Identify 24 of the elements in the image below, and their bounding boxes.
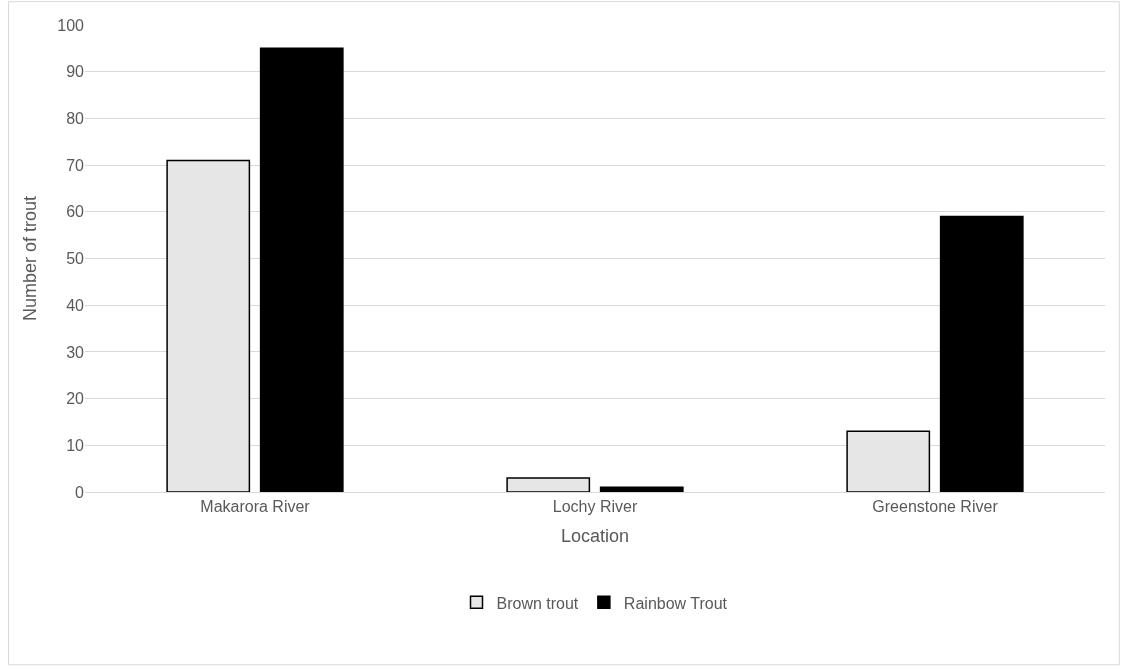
y-tick-label: 70 (66, 156, 85, 174)
y-tick-label: 0 (75, 483, 85, 501)
x-tick-label: Makarora River (200, 498, 311, 516)
y-tick-label: 10 (66, 436, 85, 454)
y-tick-label: 100 (57, 16, 85, 34)
legend-label: Rainbow Trout (623, 594, 728, 612)
x-axis-title: Location (560, 526, 630, 547)
x-tick-label: Greenstone River (872, 498, 999, 516)
y-tick-label: 90 (66, 63, 85, 81)
bar (166, 159, 251, 492)
bar (939, 215, 1024, 492)
y-tick-label: 20 (66, 390, 85, 408)
y-axis-title: Number of trout (20, 195, 41, 322)
bar (506, 477, 591, 492)
y-tick-label: 30 (66, 343, 85, 361)
bar (599, 486, 684, 492)
y-tick-label: 40 (66, 296, 85, 314)
bar (259, 47, 344, 492)
x-tick-label: Lochy River (552, 498, 638, 516)
legend-label: Brown trout (496, 594, 579, 612)
y-tick-label: 60 (66, 203, 85, 221)
y-tick-label: 80 (66, 110, 85, 127)
bar (846, 430, 931, 492)
y-tick-label: 50 (66, 250, 85, 268)
